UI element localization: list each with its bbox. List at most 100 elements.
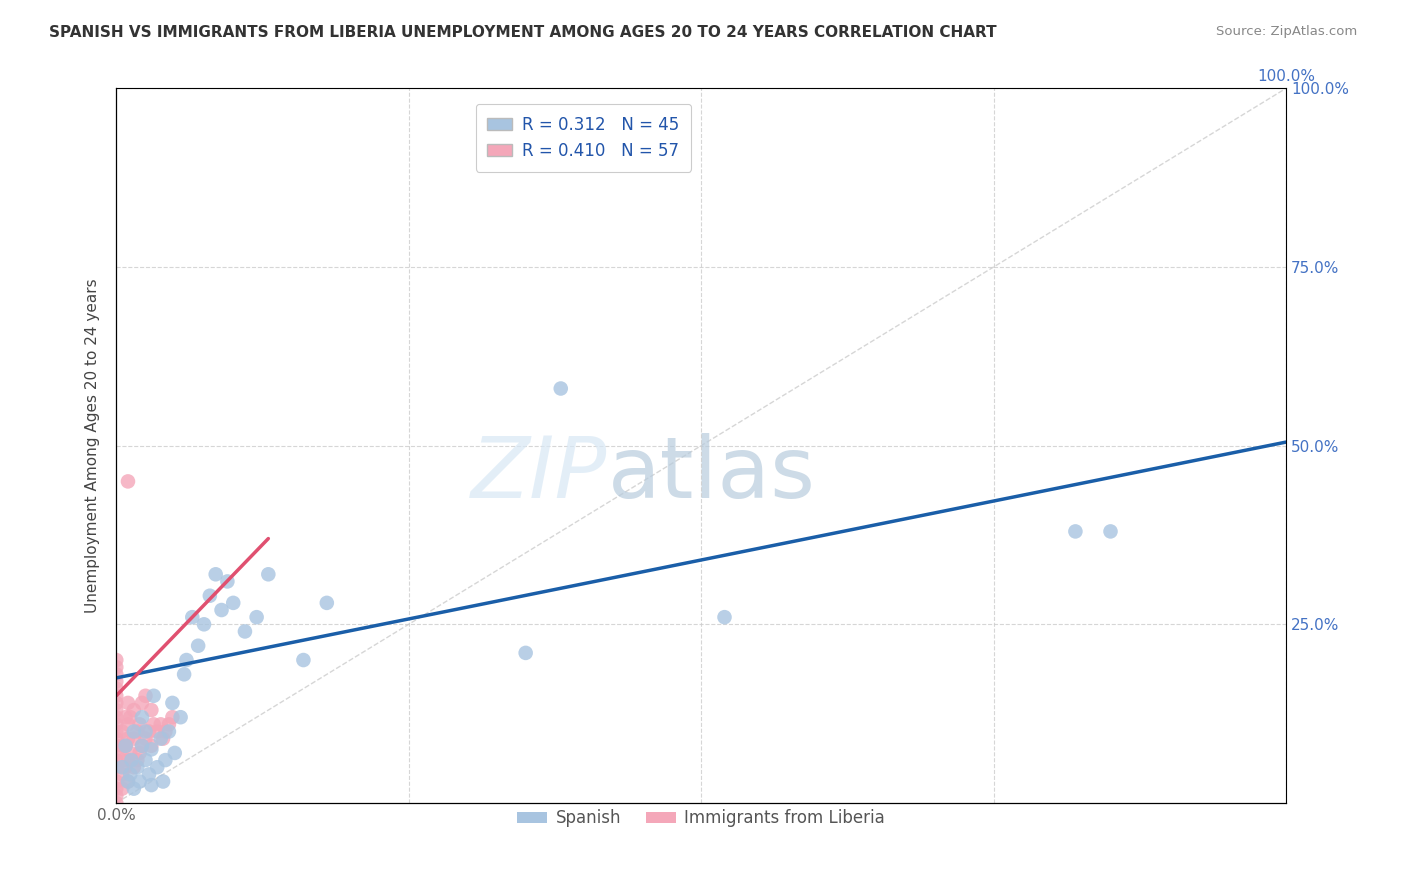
Point <box>111 781 134 796</box>
Point <box>134 753 156 767</box>
Point <box>146 760 169 774</box>
Point <box>315 596 337 610</box>
Point <box>141 778 163 792</box>
Point <box>131 710 153 724</box>
Point <box>169 710 191 724</box>
Point <box>105 667 128 681</box>
Point <box>141 703 163 717</box>
Point <box>105 660 128 674</box>
Point <box>111 739 134 753</box>
Point <box>105 753 128 767</box>
Point <box>127 760 149 774</box>
Point <box>128 717 150 731</box>
Point <box>152 731 174 746</box>
Point <box>142 689 165 703</box>
Point <box>134 689 156 703</box>
Point <box>141 739 163 753</box>
Point <box>122 724 145 739</box>
Point <box>134 731 156 746</box>
Point <box>114 739 136 753</box>
Point <box>162 696 184 710</box>
Text: atlas: atlas <box>607 433 815 516</box>
Point <box>246 610 269 624</box>
Point <box>117 753 139 767</box>
Text: SPANISH VS IMMIGRANTS FROM LIBERIA UNEMPLOYMENT AMONG AGES 20 TO 24 YEARS CORREL: SPANISH VS IMMIGRANTS FROM LIBERIA UNEMP… <box>49 25 997 40</box>
Point <box>127 724 149 739</box>
Point <box>105 746 128 760</box>
Point <box>146 724 169 739</box>
Point <box>181 610 204 624</box>
Point <box>105 781 128 796</box>
Point <box>713 610 735 624</box>
Point <box>149 717 172 731</box>
Point <box>131 739 153 753</box>
Y-axis label: Unemployment Among Ages 20 to 24 years: Unemployment Among Ages 20 to 24 years <box>86 278 100 613</box>
Point <box>155 724 177 739</box>
Point <box>550 382 572 396</box>
Point <box>138 724 160 739</box>
Point <box>176 653 198 667</box>
Point <box>105 789 128 803</box>
Point <box>111 760 134 774</box>
Point <box>122 703 145 717</box>
Point <box>117 774 139 789</box>
Point <box>157 717 180 731</box>
Point <box>142 717 165 731</box>
Point <box>162 710 184 724</box>
Point <box>163 746 186 760</box>
Point <box>128 774 150 789</box>
Point <box>131 696 153 710</box>
Point <box>204 567 226 582</box>
Point <box>117 696 139 710</box>
Point <box>198 589 221 603</box>
Point <box>211 603 233 617</box>
Point <box>128 746 150 760</box>
Point <box>114 739 136 753</box>
Point <box>105 710 128 724</box>
Point <box>1064 524 1087 539</box>
Text: ZIP: ZIP <box>471 433 607 516</box>
Point <box>105 681 128 696</box>
Point <box>111 724 134 739</box>
Point <box>105 696 128 710</box>
Point <box>105 739 128 753</box>
Point <box>114 710 136 724</box>
Point <box>138 767 160 781</box>
Point <box>233 624 256 639</box>
Point <box>117 731 139 746</box>
Point <box>1099 524 1122 539</box>
Point <box>217 574 239 589</box>
Point <box>122 781 145 796</box>
Legend: Spanish, Immigrants from Liberia: Spanish, Immigrants from Liberia <box>510 803 891 834</box>
Text: Source: ZipAtlas.com: Source: ZipAtlas.com <box>1216 25 1357 38</box>
Point <box>117 475 139 489</box>
Point <box>120 710 142 724</box>
Point <box>105 796 128 810</box>
Point <box>152 774 174 789</box>
Point <box>105 724 128 739</box>
Point <box>105 703 128 717</box>
Point <box>134 724 156 739</box>
Point <box>157 724 180 739</box>
Point <box>105 689 128 703</box>
Point <box>122 760 145 774</box>
Point <box>105 731 128 746</box>
Point <box>117 774 139 789</box>
Point <box>105 674 128 689</box>
Point <box>155 753 177 767</box>
Point <box>141 742 163 756</box>
Point <box>105 774 128 789</box>
Point <box>120 746 142 760</box>
Point <box>105 653 128 667</box>
Point <box>515 646 537 660</box>
Point <box>149 731 172 746</box>
Point <box>257 567 280 582</box>
Point <box>105 717 128 731</box>
Point <box>120 767 142 781</box>
Point <box>114 760 136 774</box>
Point <box>173 667 195 681</box>
Point <box>131 739 153 753</box>
Point <box>111 767 134 781</box>
Point <box>222 596 245 610</box>
Point <box>111 753 134 767</box>
